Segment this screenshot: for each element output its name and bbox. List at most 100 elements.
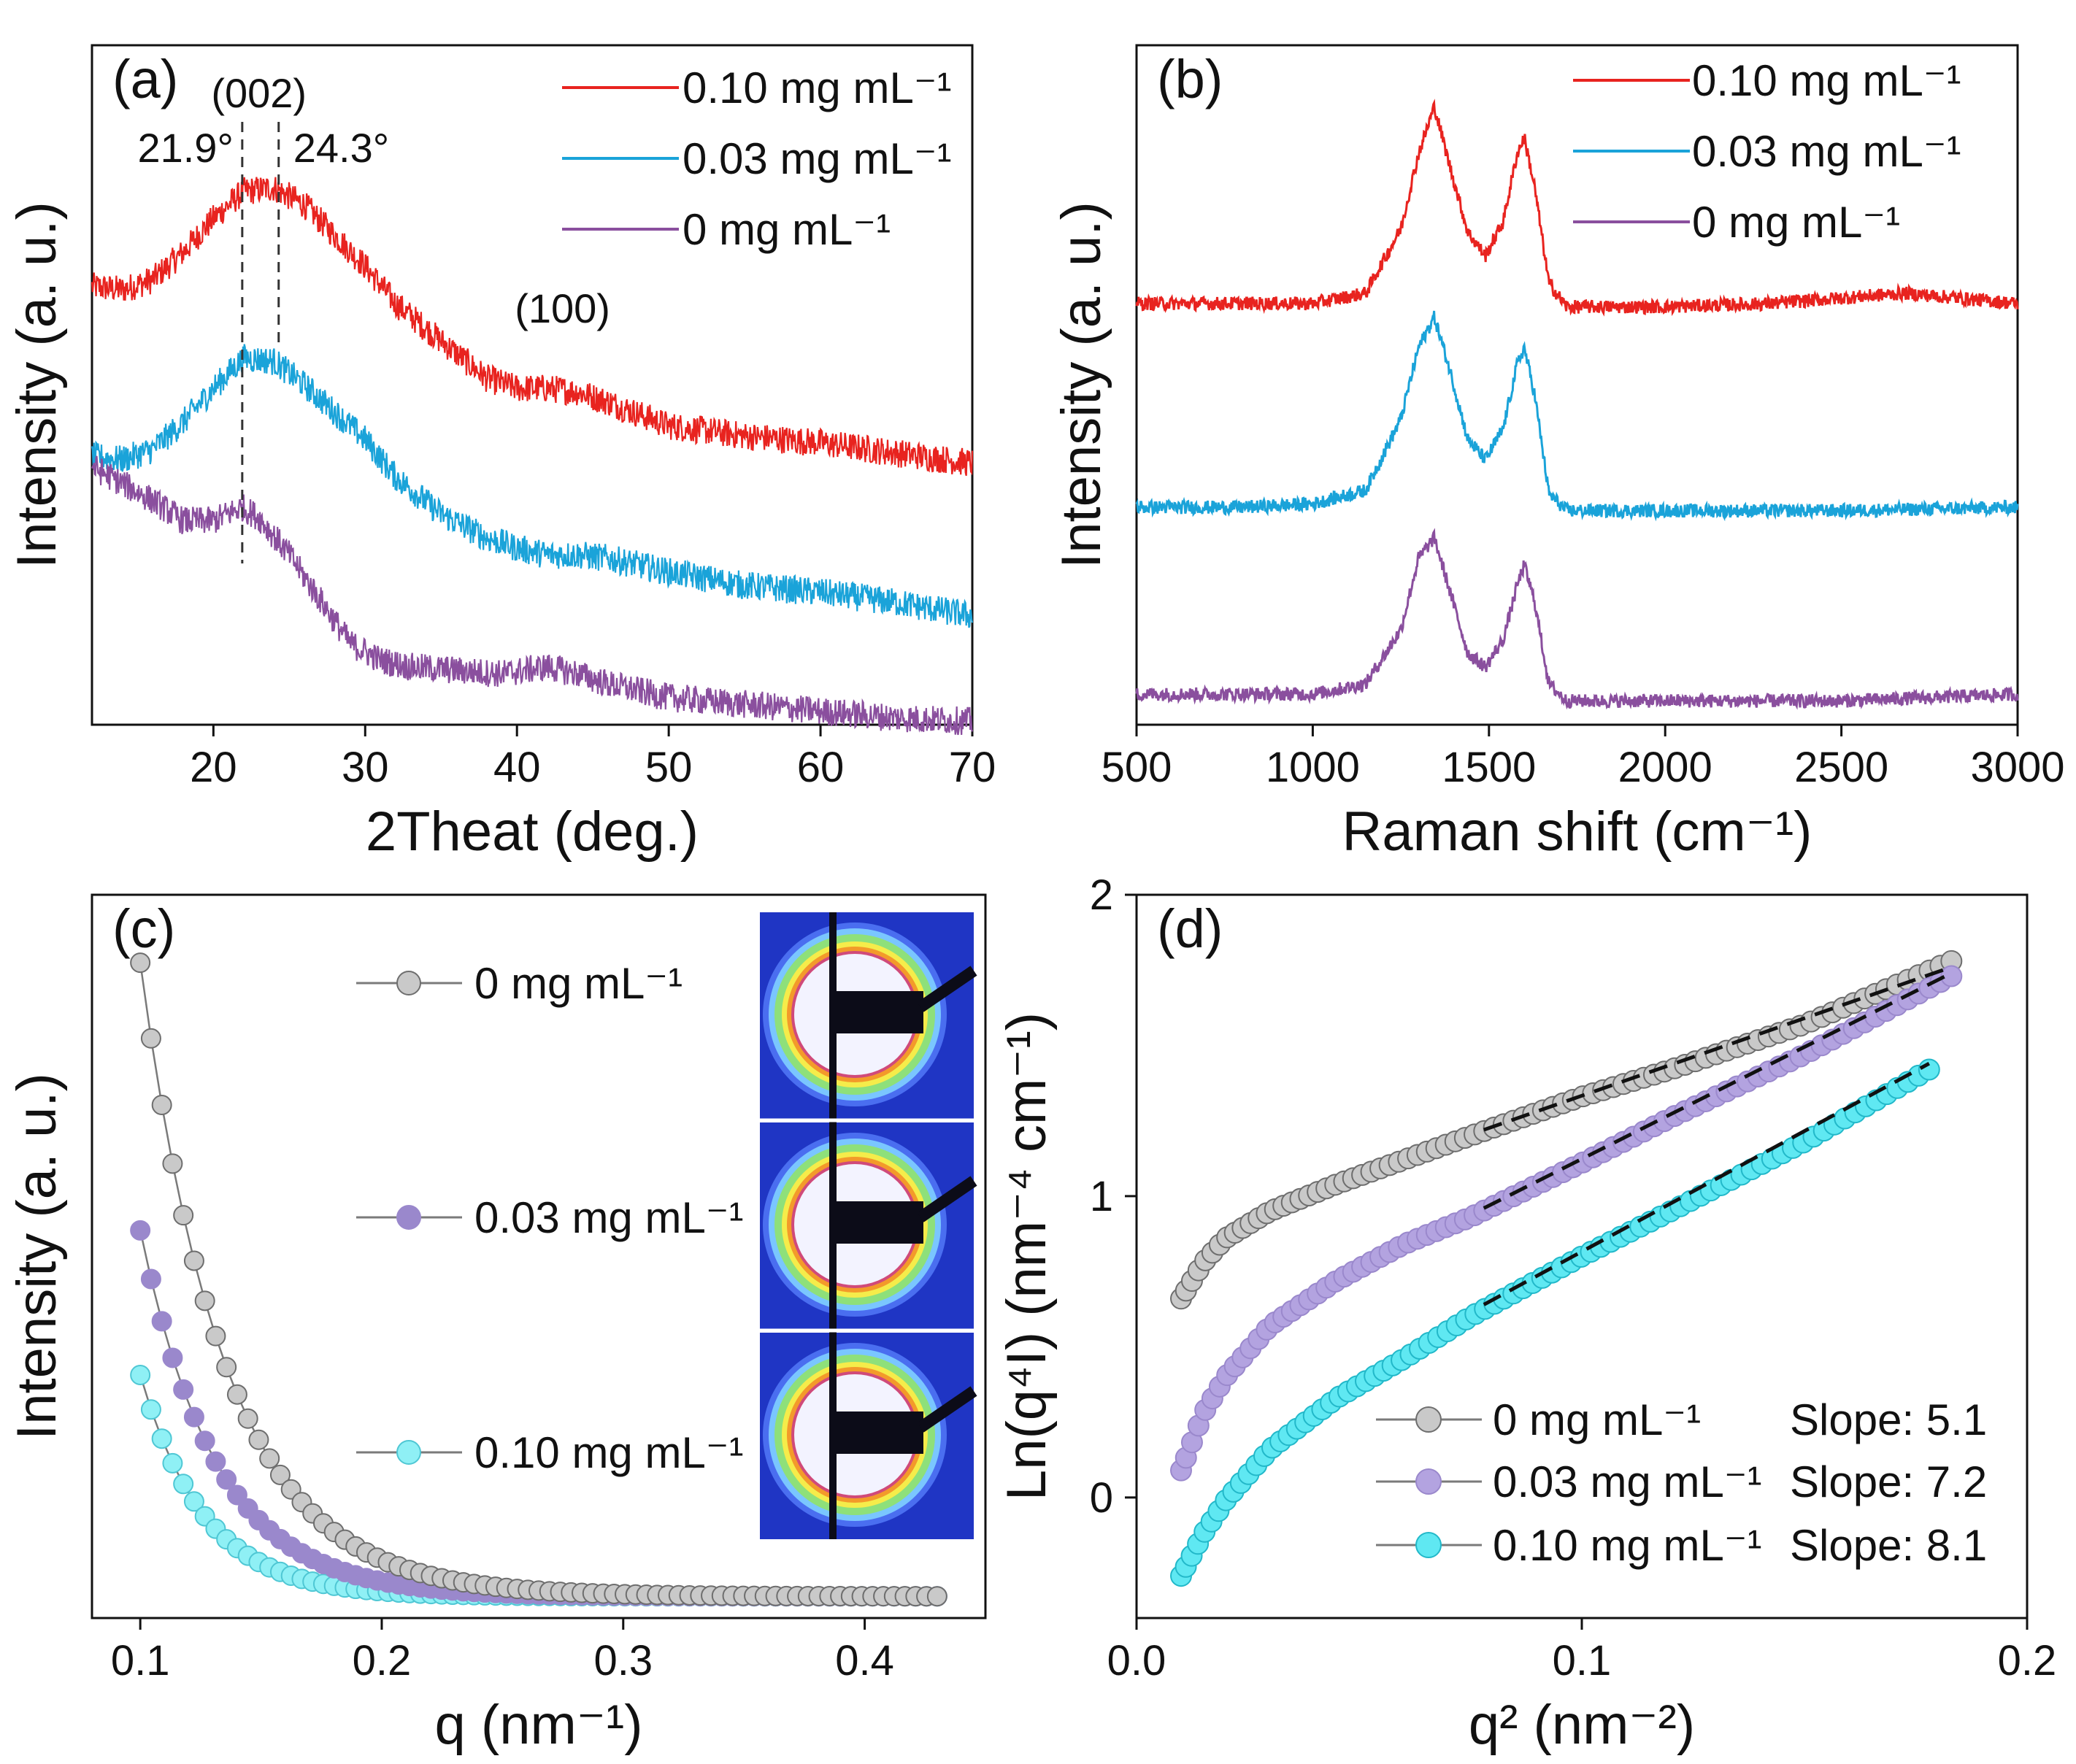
plot-frame [91,44,974,726]
fit-line [1483,965,1953,1132]
beam-stop [836,1201,923,1244]
annotation-21-9: 21.9° [137,125,233,171]
panel-d: 0.0 0.1 0.2 0 1 2 q² (nm⁻²) Ln(q⁴I) (nm⁻⁴ cm⁻¹)… [996,871,2056,1756]
x-tick-label: 500 [1102,744,1172,791]
panel-c: 0.1 0.2 0.3 0.4 q (nm⁻¹) Intensity (a. u.) (c)… [6,893,987,1756]
legend-marker [1415,1532,1442,1558]
x-tick-label: 40 [493,744,541,791]
x-tick-label: 20 [190,744,237,791]
slope-label: Slope: 7.2 [1790,1457,1987,1506]
series-line-1 [1135,310,2019,522]
y-axis-label: Ln(q⁴I) (nm⁻⁴ cm⁻¹) [996,1012,1058,1501]
y-tick-label: 2 [1090,871,1113,919]
data-point [248,1429,269,1450]
data-point [151,1428,172,1449]
data-point [259,1448,280,1469]
data-point [183,1250,204,1271]
x-tick-label: 30 [342,744,389,791]
y-tick-label: 0 [1090,1474,1113,1522]
beam-stop-arm [917,1176,977,1222]
x-tick-label: 0.2 [1998,1637,2057,1684]
fit-line [1483,1062,1930,1306]
x-tick-label: 60 [797,744,845,791]
inset-pattern-1 [760,1122,977,1329]
x-axis-label: 2Theat (deg.) [366,801,699,863]
y-axis-label: Intensity (a. u.) [6,1073,68,1440]
data-point [140,1268,161,1290]
data-point [130,952,151,974]
legend-label: 0 mg mL⁻¹ [683,205,891,254]
x-tick-label: 0.1 [1553,1637,1612,1684]
data-point [151,1311,172,1332]
data-point [140,1028,161,1049]
x-tick-label: 0.3 [593,1637,653,1684]
data-point [1940,965,1963,987]
data-point [162,1347,183,1368]
series-line-2 [91,455,974,736]
data-point [194,1430,215,1452]
slope-label: Slope: 5.1 [1790,1395,1987,1444]
panel-label: (d) [1157,898,1223,959]
data-point [151,1095,172,1116]
data-point [237,1408,258,1429]
legend-label: 0.03 mg mL⁻¹ [1692,127,1961,176]
x-axis-label: q² (nm⁻²) [1469,1694,1695,1756]
data-point [226,1484,247,1506]
legend-marker [396,1205,421,1230]
data-point [205,1325,226,1347]
legend-label: 0.03 mg mL⁻¹ [683,134,951,183]
data-point [173,1205,194,1226]
data-point [205,1451,226,1472]
legend-marker [396,1440,421,1465]
beam-stop-arm [917,966,977,1012]
series-line-2 [1135,528,2019,710]
data-point [183,1406,204,1428]
annotation-002: (002) [211,70,307,116]
legend-label: 0.03 mg mL⁻¹ [474,1193,743,1242]
x-tick-label: 2500 [1794,744,1888,791]
x-tick-label: 70 [949,744,996,791]
y-tick-label: 1 [1090,1173,1113,1220]
x-tick-label: 1500 [1442,744,1536,791]
annotation-24-3: 24.3° [293,125,389,171]
data-point [926,1586,947,1607]
beam-stop-arm [917,1386,977,1433]
data-point [216,1469,237,1490]
data-point [1918,1058,1940,1081]
beam-stop [836,991,923,1033]
x-tick-label: 0.4 [835,1637,894,1684]
x-tick-label: 2000 [1618,744,1712,791]
legend-label: 0.03 mg mL⁻¹ [1493,1457,1761,1506]
panel-label: (b) [1157,49,1223,109]
series-line-0 [1135,99,2019,317]
data-point [162,1452,183,1474]
y-axis-label: Intensity (a. u.) [6,201,68,569]
data-point [140,1399,161,1420]
x-tick-label: 0.2 [353,1637,412,1684]
x-axis-label: q (nm⁻¹) [435,1694,643,1756]
legend-marker [1415,1468,1442,1495]
data-point [269,1464,291,1485]
data-point [183,1491,204,1512]
legend-label: 0 mg mL⁻¹ [1493,1395,1701,1444]
plot-frame [91,893,987,1619]
annotation-100: (100) [515,285,610,331]
panel-label: (a) [112,49,178,109]
x-tick-label: 1000 [1266,744,1360,791]
legend-label: 0.10 mg mL⁻¹ [1692,56,1961,105]
x-tick-label: 0.1 [111,1637,170,1684]
legend-marker [1415,1406,1442,1433]
data-point [226,1384,247,1405]
x-tick-label: 50 [645,744,693,791]
x-tick-label: 0.0 [1107,1637,1166,1684]
data-point [194,1290,215,1312]
data-point [130,1365,151,1386]
legend-label: 0 mg mL⁻¹ [474,959,683,1008]
data-point [216,1357,237,1378]
x-axis-label: Raman shift (cm⁻¹) [1342,801,1812,863]
legend-label: 0 mg mL⁻¹ [1692,198,1900,247]
plot-frame [1135,44,2019,726]
data-point [173,1379,194,1400]
data-point [130,1220,151,1241]
